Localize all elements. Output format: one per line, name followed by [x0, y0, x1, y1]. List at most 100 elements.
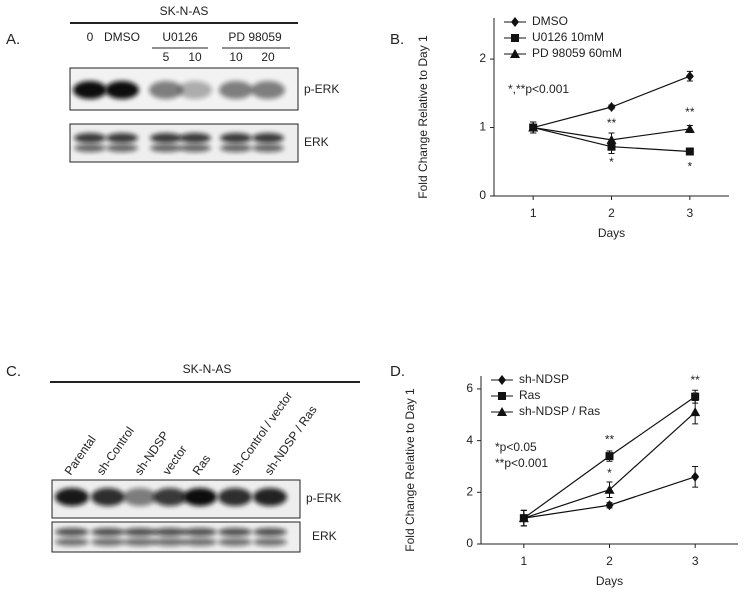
- point-label: *: [693, 388, 698, 402]
- y-tick-label: 0: [479, 188, 486, 202]
- panel-label: D.: [390, 363, 405, 380]
- band: [91, 528, 125, 536]
- legend-marker: [511, 17, 519, 27]
- marker: [605, 452, 614, 461]
- legend-label: Ras: [519, 388, 540, 402]
- band-label: ERK: [304, 135, 329, 149]
- band: [153, 488, 187, 506]
- band-label: ERK: [312, 529, 337, 543]
- treatment-label: PD 98059: [228, 30, 282, 44]
- band: [74, 144, 106, 152]
- band: [153, 538, 187, 546]
- point-label: **: [690, 373, 700, 387]
- band: [179, 133, 211, 143]
- panel-label: C.: [6, 363, 21, 380]
- legend-marker: [510, 49, 520, 58]
- dose-label: 20: [261, 50, 275, 64]
- band: [74, 133, 106, 143]
- legend-marker: [498, 392, 506, 400]
- band: [55, 528, 89, 536]
- x-tick-label: 1: [530, 206, 537, 220]
- dose-label: 5: [163, 50, 170, 64]
- band-label: p-ERK: [306, 491, 341, 505]
- legend-marker: [511, 34, 519, 42]
- marker: [685, 147, 694, 156]
- point-label: *: [687, 160, 692, 174]
- note: *,**p<0.001: [508, 82, 569, 96]
- band-label: p-ERK: [304, 82, 339, 96]
- marker: [684, 123, 695, 133]
- legend-marker: [498, 375, 506, 385]
- band: [153, 528, 187, 536]
- band: [218, 528, 252, 536]
- band: [252, 144, 284, 152]
- band: [218, 488, 252, 506]
- cell-line: SK-N-AS: [160, 4, 209, 18]
- x-axis-label: Days: [596, 574, 623, 588]
- marker: [691, 392, 700, 401]
- band: [106, 133, 138, 143]
- y-tick-label: 4: [466, 433, 473, 447]
- band: [218, 538, 252, 546]
- legend-label: U0126 10mM: [532, 30, 604, 44]
- marker: [528, 122, 539, 132]
- x-axis-label: Days: [598, 226, 625, 240]
- point-label: **: [607, 116, 617, 130]
- lane-label: DMSO: [104, 30, 140, 44]
- lane-label: sh-Control / vector: [228, 389, 296, 477]
- band: [123, 528, 157, 536]
- band: [106, 144, 138, 152]
- band: [91, 538, 125, 546]
- legend-label: sh-NDSP: [519, 372, 569, 386]
- y-tick-label: 1: [479, 120, 486, 134]
- band: [123, 538, 157, 546]
- marker: [691, 471, 700, 482]
- legend-marker: [497, 407, 507, 416]
- band: [123, 488, 157, 506]
- band: [55, 538, 89, 546]
- band: [183, 538, 217, 546]
- point-label: *: [609, 155, 614, 169]
- y-tick-label: 6: [466, 381, 473, 395]
- band: [253, 538, 287, 546]
- marker: [605, 500, 614, 511]
- lane-label: Ras: [190, 452, 214, 478]
- y-tick-label: 2: [466, 484, 473, 498]
- band: [178, 81, 212, 99]
- marker: [607, 102, 616, 112]
- dose-label: 10: [188, 50, 202, 64]
- point-label: **: [605, 432, 615, 446]
- band: [251, 81, 285, 99]
- y-tick-label: 0: [466, 536, 473, 550]
- band: [220, 144, 252, 152]
- legend-label: DMSO: [532, 14, 568, 28]
- lane-label: vector: [160, 443, 190, 478]
- band: [220, 133, 252, 143]
- treatment-label: U0126: [162, 30, 198, 44]
- band: [150, 133, 182, 143]
- marker: [518, 513, 529, 523]
- lane-label: 0: [87, 30, 94, 44]
- y-tick-label: 2: [479, 51, 486, 65]
- lane-label: Parental: [62, 433, 99, 478]
- blot-a: SK-N-AS 0 DMSO U0126 PD 98059 5 10 10 20…: [69, 4, 339, 163]
- band: [252, 133, 284, 143]
- marker: [690, 407, 701, 417]
- band: [253, 528, 287, 536]
- note: **p<0.001: [495, 456, 548, 470]
- band: [149, 81, 183, 99]
- x-tick-label: 2: [608, 206, 615, 220]
- legend-label: PD 98059 60mM: [532, 46, 622, 60]
- lane-label: sh-Control: [94, 424, 137, 477]
- x-tick-label: 2: [606, 554, 613, 568]
- marker: [685, 71, 694, 82]
- band: [73, 81, 107, 99]
- cell-line: SK-N-AS: [183, 362, 232, 376]
- marker: [604, 484, 615, 494]
- band: [219, 81, 253, 99]
- legend-label: sh-NDSP / Ras: [519, 404, 600, 418]
- band: [253, 488, 287, 506]
- band: [150, 144, 182, 152]
- dose-label: 10: [229, 50, 243, 64]
